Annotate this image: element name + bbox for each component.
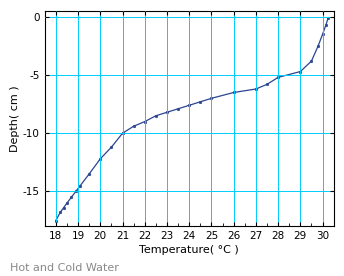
Y-axis label: Depth( cm ): Depth( cm ): [10, 85, 20, 152]
X-axis label: Temperature( °C ): Temperature( °C ): [139, 245, 239, 255]
Text: Hot and Cold Water: Hot and Cold Water: [10, 263, 119, 273]
